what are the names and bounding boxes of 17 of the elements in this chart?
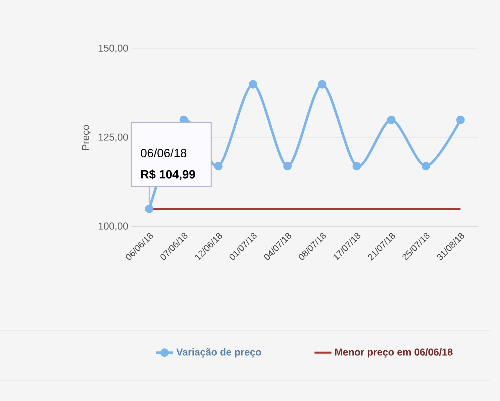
y-axis-title: Preço xyxy=(82,125,92,150)
point xyxy=(284,162,292,171)
point xyxy=(145,204,154,214)
legend-label: Variação de preço xyxy=(176,348,262,358)
point xyxy=(352,162,362,171)
y-tick-label: 150,00 xyxy=(98,44,128,54)
point xyxy=(214,162,223,171)
point xyxy=(456,116,465,124)
y-tick-label: 100,00 xyxy=(98,222,128,232)
y-tick-label: 125,00 xyxy=(98,134,128,142)
annotation: R$ 104,99 xyxy=(141,170,196,181)
point xyxy=(248,80,258,89)
annotation: 06/06/18 xyxy=(141,148,187,158)
legend-label: Menor preço em 06/06/18 xyxy=(335,348,453,358)
point xyxy=(318,80,327,89)
point xyxy=(422,162,430,171)
point xyxy=(387,116,396,124)
